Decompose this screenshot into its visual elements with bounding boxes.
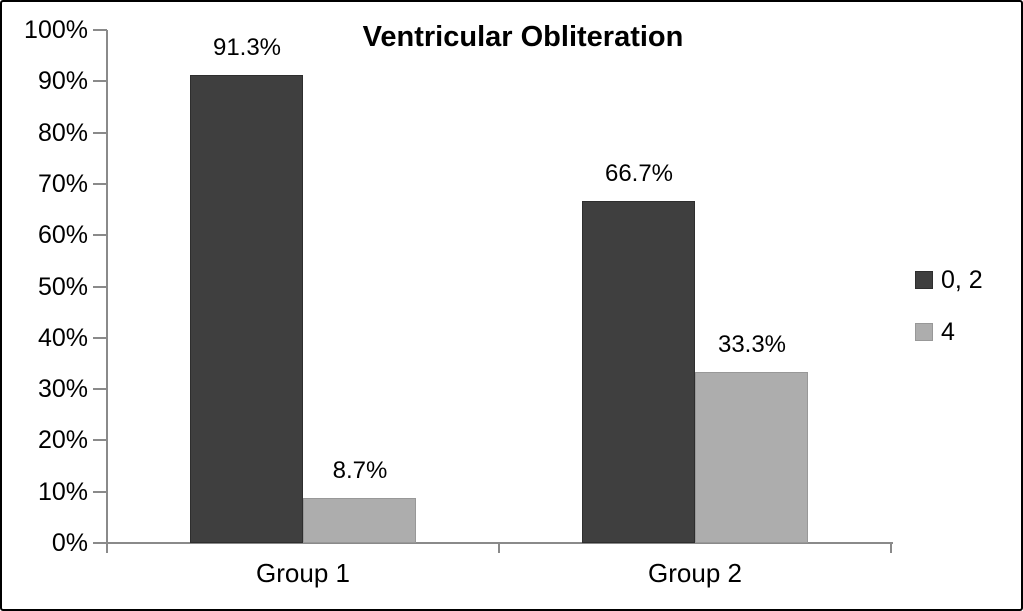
y-axis-line: [106, 30, 108, 545]
y-tick-label: 70%: [37, 170, 88, 198]
y-tick-label: 100%: [24, 16, 88, 44]
x-category-label: Group 2: [648, 558, 742, 588]
y-tick: [93, 29, 107, 31]
bar-value-label: 66.7%: [604, 160, 674, 187]
y-tick-label: 90%: [37, 67, 88, 95]
bar: [190, 75, 303, 543]
x-tick: [106, 543, 108, 553]
bar: [582, 201, 695, 543]
y-tick: [93, 388, 107, 390]
bar: [303, 498, 416, 543]
y-tick-label: 0%: [51, 529, 88, 557]
legend-label: 4: [941, 318, 955, 346]
y-tick-label: 40%: [37, 324, 88, 352]
legend-swatch: [915, 271, 933, 289]
y-tick-label: 50%: [37, 273, 88, 301]
x-tick: [498, 543, 500, 553]
legend: 0, 2 4: [915, 2, 1020, 609]
legend-item: 0, 2: [915, 267, 983, 293]
x-category-label: Group 1: [256, 558, 350, 588]
y-tick-label: 60%: [37, 221, 88, 249]
bar-value-label: 8.7%: [332, 457, 388, 484]
legend-label: 0, 2: [941, 266, 983, 294]
y-tick: [93, 491, 107, 493]
y-tick-label: 80%: [37, 119, 88, 147]
y-tick: [93, 542, 107, 544]
y-tick: [93, 286, 107, 288]
legend-item: 4: [915, 319, 955, 345]
legend-swatch: [915, 323, 933, 341]
bar: [695, 372, 808, 543]
bar-value-label: 33.3%: [717, 331, 787, 358]
x-tick: [890, 543, 892, 553]
y-tick: [93, 337, 107, 339]
y-tick: [93, 439, 107, 441]
y-tick-label: 30%: [37, 375, 88, 403]
y-tick: [93, 183, 107, 185]
chart-title: Ventricular Obliteration: [362, 21, 684, 53]
y-tick-label: 20%: [37, 426, 88, 454]
y-tick: [93, 132, 107, 134]
y-tick: [93, 234, 107, 236]
bar-value-label: 91.3%: [212, 34, 282, 61]
y-tick: [93, 80, 107, 82]
y-tick-label: 10%: [37, 478, 88, 506]
